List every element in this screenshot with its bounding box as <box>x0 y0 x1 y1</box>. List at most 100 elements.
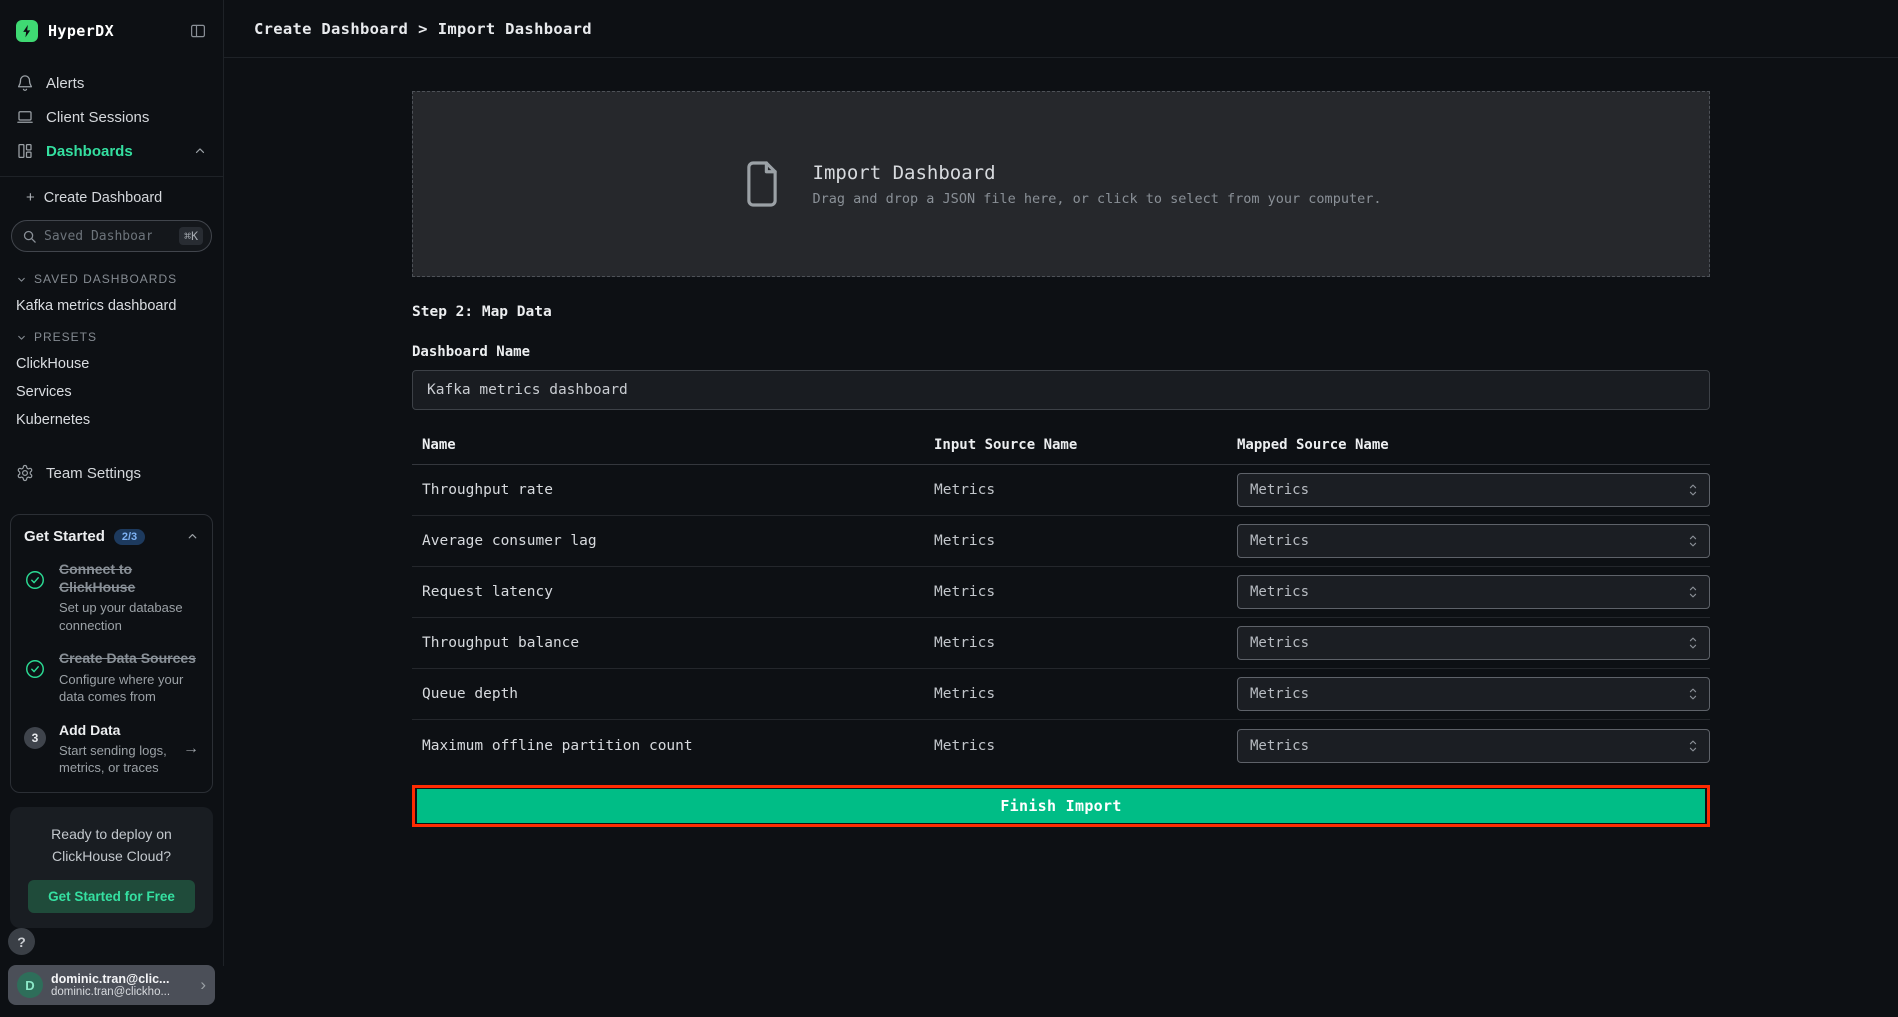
table-header-row: Name Input Source Name Mapped Source Nam… <box>412 424 1710 465</box>
progress-badge: 2/3 <box>113 528 146 545</box>
top-bar: Create Dashboard > Import Dashboard <box>224 0 1898 58</box>
get-started-step-connect[interactable]: Connect to ClickHouse Set up your databa… <box>24 560 199 634</box>
saved-dashboards-search[interactable]: ⌘K <box>11 220 212 252</box>
step-subtitle: Start sending logs, metrics, or traces <box>59 742 167 776</box>
chevron-up-down-icon <box>1686 533 1700 549</box>
sidebar: HyperDX Alerts <box>0 0 224 1006</box>
import-dropzone[interactable]: Import Dashboard Drag and drop a JSON fi… <box>412 91 1710 277</box>
help-button[interactable]: ? <box>8 928 35 956</box>
check-circle-icon <box>24 649 48 705</box>
row-input-source: Metrics <box>934 737 996 754</box>
search-input[interactable] <box>44 228 152 244</box>
gear-icon <box>16 464 34 482</box>
user-menu[interactable]: D dominic.tran@clic... dominic.tran@clic… <box>8 965 215 1006</box>
sidebar-collapse-icon[interactable] <box>189 22 207 40</box>
row-input-source: Metrics <box>934 482 996 498</box>
step-subtitle: Set up your database connection <box>59 600 183 633</box>
sidebar-item-dashboards[interactable]: Dashboards <box>0 134 223 168</box>
column-header-mapped-source: Mapped Source Name <box>1237 437 1389 453</box>
step-number-badge: 3 <box>24 721 48 777</box>
mapped-source-select[interactable]: Metrics <box>1237 575 1710 609</box>
mapped-source-select[interactable]: Metrics <box>1237 728 1710 763</box>
deploy-text-line1: Ready to deploy on <box>51 826 172 843</box>
row-name: Throughput rate <box>422 482 553 498</box>
mapped-source-select[interactable]: Metrics <box>1237 677 1710 711</box>
import-content: Import Dashboard Drag and drop a JSON fi… <box>412 91 1710 827</box>
user-name: dominic.tran@clic... <box>51 972 170 987</box>
breadcrumb-separator: > <box>418 19 428 38</box>
create-dashboard-button[interactable]: + Create Dashboard <box>0 181 223 214</box>
chevron-down-icon <box>18 277 25 282</box>
sidebar-bottom: ? D dominic.tran@clic... dominic.tran@cl… <box>0 928 223 1017</box>
chevron-down-icon <box>18 335 25 340</box>
check-circle-icon <box>24 560 48 634</box>
deploy-card: Ready to deploy on ClickHouse Cloud? Get… <box>10 807 213 929</box>
row-input-source: Metrics <box>934 635 996 651</box>
breadcrumb-create-dashboard[interactable]: Create Dashboard <box>254 19 409 38</box>
row-name: Request latency <box>422 584 553 600</box>
sidebar-item-kafka-metrics-dashboard[interactable]: Kafka metrics dashboard <box>16 298 177 314</box>
sidebar-item-label: Client Sessions <box>46 108 150 126</box>
finish-import-button[interactable]: Finish Import <box>417 789 1705 823</box>
dashboard-board-icon <box>16 142 34 160</box>
row-name: Queue depth <box>422 686 519 702</box>
mapped-source-select[interactable]: Metrics <box>1237 473 1710 507</box>
dashboard-name-input[interactable] <box>412 370 1710 410</box>
sidebar-divider <box>0 176 223 177</box>
user-email: dominic.tran@clickho... <box>51 986 171 999</box>
table-row: Queue depth Metrics Metrics <box>412 669 1710 720</box>
chevron-up-down-icon <box>1686 686 1700 702</box>
row-input-source: Metrics <box>934 533 996 549</box>
table-row: Maximum offline partition count Metrics … <box>412 720 1710 771</box>
sidebar-item-alerts[interactable]: Alerts <box>0 66 223 100</box>
mapped-source-select[interactable]: Metrics <box>1237 626 1710 660</box>
sidebar-item-services[interactable]: Services <box>16 384 72 400</box>
get-started-step-sources[interactable]: Create Data Sources Configure where your… <box>24 649 199 705</box>
step-title: Connect to ClickHouse <box>59 561 136 596</box>
breadcrumb: Create Dashboard > Import Dashboard <box>254 20 592 38</box>
row-name: Maximum offline partition count <box>422 737 693 754</box>
get-started-free-button[interactable]: Get Started for Free <box>28 880 195 914</box>
avatar: D <box>17 972 43 999</box>
step-subtitle: Configure where your data comes from <box>59 671 184 705</box>
main-area: Create Dashboard > Import Dashboard Impo… <box>224 0 1898 966</box>
step-heading: Step 2: Map Data <box>412 304 552 320</box>
chevron-up-down-icon <box>1686 482 1700 498</box>
plus-icon: + <box>26 189 35 206</box>
get-started-card: Get Started 2/3 Connect to ClickHouse Se… <box>10 514 213 794</box>
column-header-input-source: Input Source Name <box>934 437 1078 453</box>
keyboard-shortcut-badge: ⌘K <box>179 227 203 245</box>
sidebar-nav: Alerts Client Sessions Dashboards <box>0 54 223 168</box>
breadcrumb-import-dashboard[interactable]: Import Dashboard <box>437 19 592 38</box>
table-row: Throughput balance Metrics Metrics <box>412 618 1710 669</box>
chevron-up-icon[interactable] <box>186 530 199 543</box>
chevron-up-down-icon <box>1686 738 1700 754</box>
sidebar-item-label: Dashboards <box>46 142 133 160</box>
step-title: Create Data Sources <box>59 650 196 667</box>
get-started-title: Get Started <box>24 528 105 545</box>
sidebar-item-clickhouse[interactable]: ClickHouse <box>16 356 90 372</box>
laptop-icon <box>16 108 34 126</box>
bell-icon <box>16 74 34 92</box>
chevron-right-icon: › <box>200 975 206 995</box>
table-row: Average consumer lag Metrics Metrics <box>412 516 1710 567</box>
get-started-step-add-data[interactable]: 3 Add Data Start sending logs, metrics, … <box>24 721 199 777</box>
dropzone-title: Import Dashboard <box>812 161 996 184</box>
chevron-up-down-icon <box>1686 584 1700 600</box>
sidebar-item-team-settings[interactable]: Team Settings <box>0 456 223 490</box>
section-presets[interactable]: PRESETS <box>0 320 223 350</box>
click-annotation-highlight: Finish Import <box>412 785 1710 827</box>
section-saved-dashboards[interactable]: SAVED DASHBOARDS <box>0 262 223 292</box>
column-header-name: Name <box>422 437 456 453</box>
sidebar-item-client-sessions[interactable]: Client Sessions <box>0 100 223 134</box>
sidebar-item-kubernetes[interactable]: Kubernetes <box>16 412 91 428</box>
create-dashboard-label: Create Dashboard <box>43 189 163 206</box>
section-title: PRESETS <box>34 330 98 344</box>
mapped-source-select[interactable]: Metrics <box>1237 524 1710 558</box>
sidebar-item-label: Team Settings <box>46 464 142 482</box>
chevron-up-down-icon <box>1686 635 1700 651</box>
hyperdx-logo-icon <box>16 20 38 42</box>
row-name: Average consumer lag <box>422 533 597 549</box>
chevron-up-icon[interactable] <box>193 144 207 158</box>
